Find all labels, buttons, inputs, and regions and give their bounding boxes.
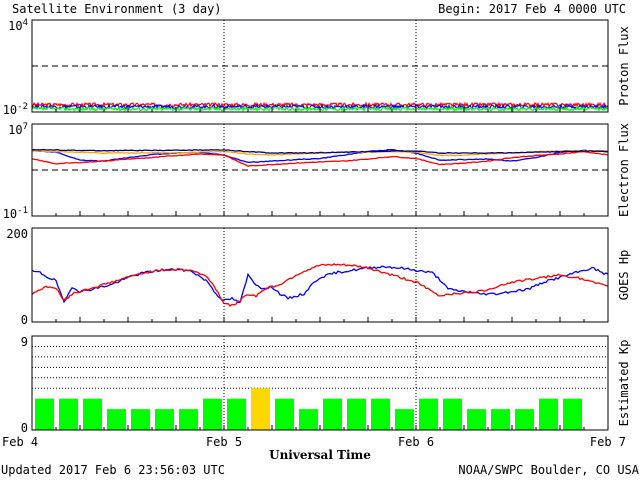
estimated-kp-panel: Estimated Kp: [31, 335, 631, 431]
begin-date: Begin: 2017 Feb 4 0000 UTC: [438, 2, 626, 16]
kp-bar: [203, 398, 222, 430]
kp-bar: [275, 398, 294, 430]
kp-bar: [59, 398, 78, 430]
electron-flux-frame: [31, 123, 609, 217]
electron-flux-panel: Electron Flux: [31, 123, 631, 217]
kp-bar: [491, 409, 510, 430]
kp-bar: [131, 409, 150, 430]
kp-bar: [371, 398, 390, 430]
goes-hp-ytick-bottom: 0: [21, 313, 28, 327]
goes-hp-ylabel: GOES Hp: [617, 250, 631, 301]
kp-bar: [539, 398, 558, 430]
electron-flux-series-line: [31, 150, 609, 168]
x-axis-label: Universal Time: [269, 448, 371, 462]
updated-timestamp: Updated 2017 Feb 6 23:56:03 UTC: [1, 463, 225, 477]
proton-flux-ytick-top: 104: [8, 18, 28, 33]
credit-text: NOAA/SWPC Boulder, CO USA: [458, 463, 639, 477]
kp-bar: [179, 409, 198, 430]
kp-bar: [443, 398, 462, 430]
kp-bar: [419, 398, 438, 430]
goes-hp-series-line: [31, 263, 609, 307]
chart-title: Satellite Environment (3 day): [12, 2, 222, 16]
goes-hp-panel: GOES Hp: [31, 227, 631, 323]
estimated-kp-ylabel: Estimated Kp: [617, 340, 631, 427]
goes-hp-series-line: [31, 265, 609, 304]
kp-bar: [35, 398, 54, 430]
estimated-kp-ytick-top: 9: [21, 335, 28, 349]
kp-bar: [155, 409, 174, 430]
electron-flux-ytick-bottom: 10-1: [3, 206, 28, 221]
kp-bar: [227, 398, 246, 430]
kp-bar: [83, 398, 102, 430]
kp-bar: [467, 409, 486, 430]
proton-flux-panel: Proton Flux: [31, 19, 631, 113]
kp-bar: [323, 398, 342, 430]
estimated-kp-ytick-bottom: 0: [21, 421, 28, 435]
proton-flux-frame: [31, 19, 609, 113]
electron-flux-series-line: [31, 148, 609, 164]
kp-bar: [107, 409, 126, 430]
kp-bar: [395, 409, 414, 430]
panels-group: Proton Flux 104 10-2 Electron Flux 107 10-1 GO…: [2, 18, 631, 449]
goes-hp-frame: [31, 227, 609, 323]
kp-bar: [251, 388, 270, 430]
kp-bar: [299, 409, 318, 430]
x-tick-label: Feb 7: [590, 435, 626, 449]
x-tick-label: Feb 5: [206, 435, 242, 449]
x-tick-label: Feb 6: [398, 435, 434, 449]
kp-bar: [563, 398, 582, 430]
kp-bar: [347, 398, 366, 430]
electron-flux-series-line: [32, 148, 609, 154]
electron-flux-ytick-top: 107: [8, 122, 28, 137]
proton-flux-ylabel: Proton Flux: [617, 26, 631, 105]
x-tick-label: Feb 4: [2, 435, 38, 449]
goes-hp-ytick-top: 200: [6, 227, 28, 241]
proton-flux-ytick-bottom: 10-2: [3, 102, 28, 117]
electron-flux-ylabel: Electron Flux: [617, 123, 631, 217]
kp-bar: [515, 409, 534, 430]
